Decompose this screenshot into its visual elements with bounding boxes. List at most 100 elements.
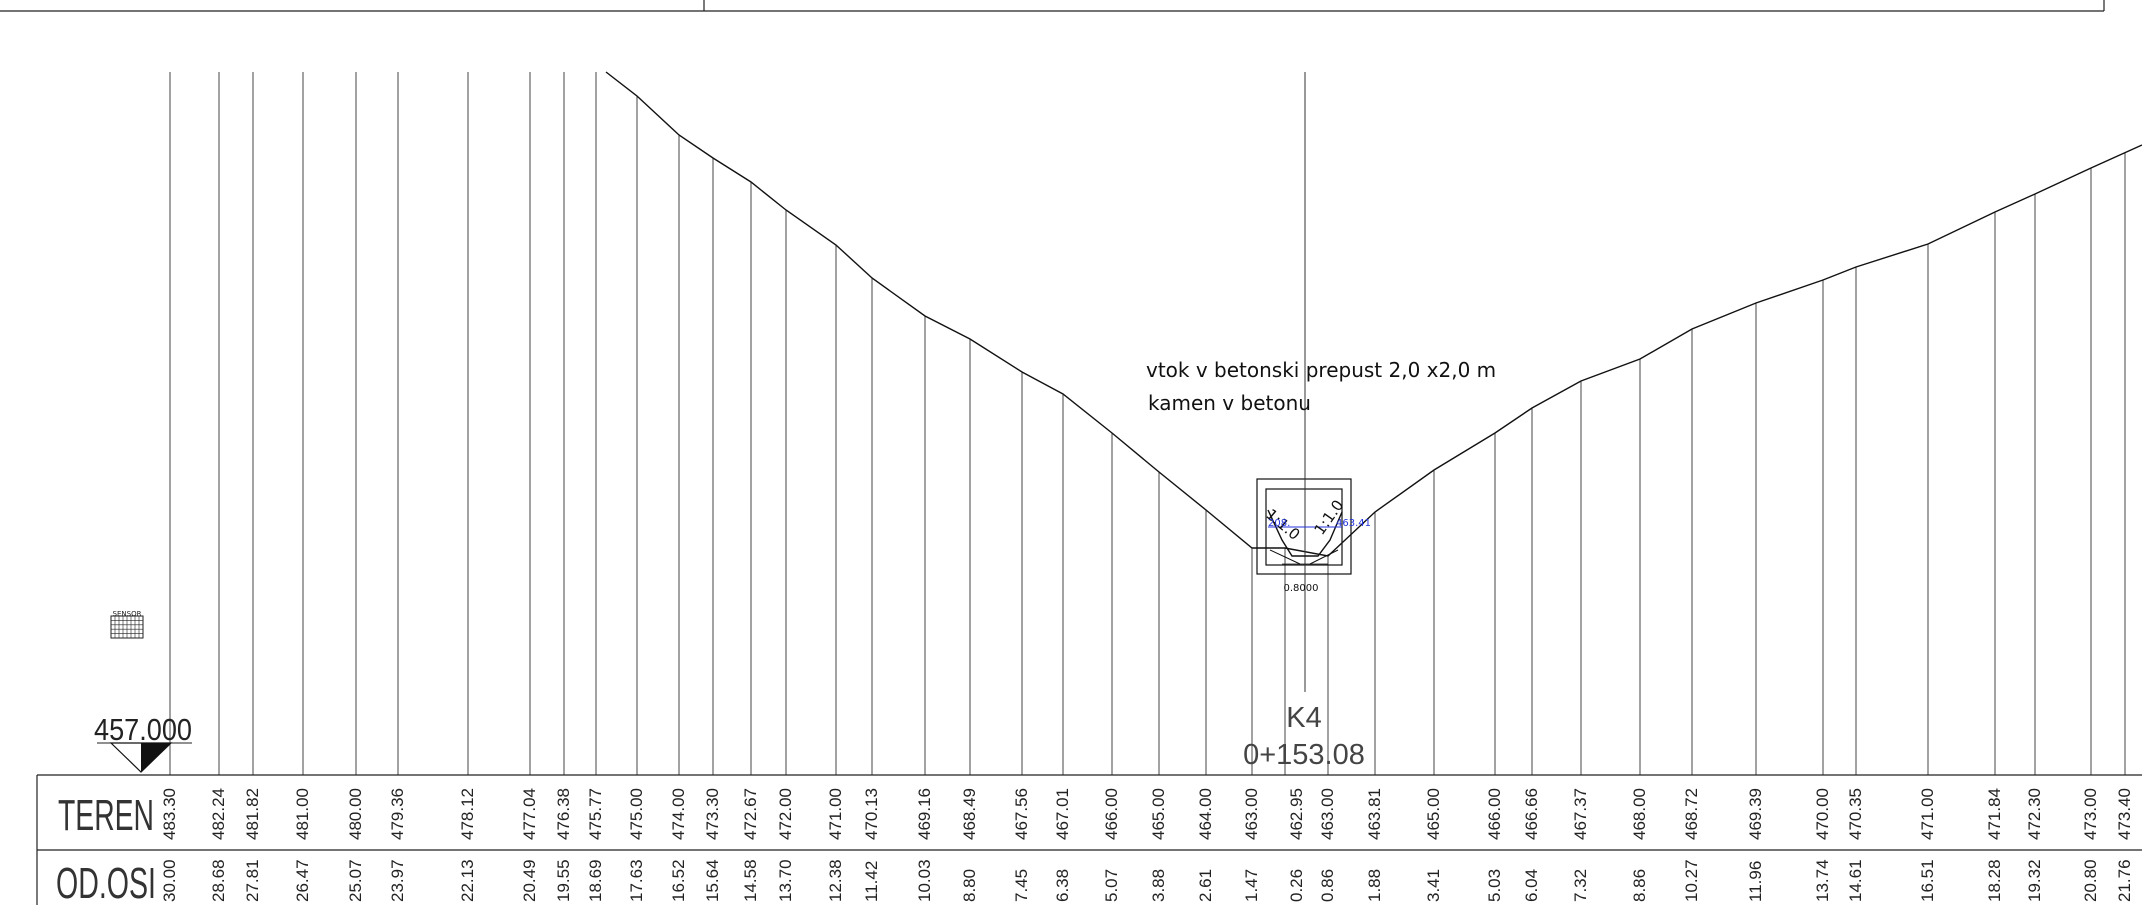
- od-osi-value: 8.86: [1630, 869, 1649, 902]
- sensor-symbol: SENSOR: [110, 610, 144, 639]
- teren-value: 467.37: [1571, 788, 1590, 840]
- od-osi-value: 12.38: [826, 859, 845, 902]
- od-osi-value: 8.80: [960, 869, 979, 902]
- od-osi-value: 21.76: [2115, 859, 2134, 902]
- teren-value: 469.16: [915, 788, 934, 840]
- table-row-label-od-osi: OD.OSI: [56, 859, 156, 905]
- sensor-label: SENSOR: [113, 610, 142, 618]
- od-osi-value: 0.26: [1287, 869, 1306, 902]
- od-osi-value: 11.42: [862, 861, 881, 902]
- teren-value: 467.56: [1012, 788, 1031, 840]
- profile-table: [36, 774, 2142, 905]
- teren-value: 466.00: [1485, 788, 1504, 840]
- teren-value: 476.38: [554, 788, 573, 840]
- od-osi-value: 18.69: [586, 859, 605, 902]
- teren-values: 483.30 482.24 481.82 481.00 480.00 479.36 478.…: [160, 788, 2134, 840]
- teren-value: 482.24: [209, 788, 228, 840]
- od-osi-value: 11.96: [1746, 861, 1765, 902]
- teren-value: 473.00: [2081, 788, 2100, 840]
- pipe-dimension-label: 0.8000: [1284, 583, 1319, 594]
- od-osi-value: 7.45: [1012, 869, 1031, 902]
- od-osi-values: 30.00 28.68 27.81 26.47 25.07 23.97 22.13 20.49…: [160, 859, 2134, 902]
- teren-value: 471.00: [1918, 788, 1937, 840]
- od-osi-value: 5.03: [1485, 869, 1504, 902]
- datum-value: 457.000: [94, 712, 192, 747]
- od-osi-value: 25.07: [346, 859, 365, 902]
- teren-value: 473.30: [703, 788, 722, 840]
- od-osi-value: 14.58: [741, 859, 760, 902]
- culvert-bed-right: [1309, 549, 1339, 565]
- od-osi-value: 2.61: [1196, 869, 1215, 902]
- od-osi-value: 17.63: [627, 859, 646, 902]
- teren-value: 478.12: [458, 788, 477, 840]
- od-osi-value: 3.41: [1424, 869, 1443, 902]
- teren-value: 468.00: [1630, 788, 1649, 840]
- teren-value: 474.00: [669, 788, 688, 840]
- od-osi-value: 19.55: [554, 859, 573, 902]
- od-osi-value: 5.07: [1102, 869, 1121, 902]
- culvert-bed-left: [1269, 549, 1301, 565]
- inflow-annotation-line2: kamen v betonu: [1148, 391, 1311, 415]
- teren-value: 472.30: [2025, 788, 2044, 840]
- culvert-detail: [1256, 72, 1352, 692]
- od-osi-value: 20.80: [2081, 859, 2100, 902]
- teren-value: 465.00: [1424, 788, 1443, 840]
- pipe-level-label-a: 208.: [1268, 518, 1290, 529]
- teren-value: 477.04: [520, 788, 539, 840]
- od-osi-value: 7.32: [1571, 869, 1590, 902]
- od-osi-value: 10.03: [915, 859, 934, 902]
- od-osi-value: 26.47: [293, 859, 312, 902]
- teren-value: 467.01: [1053, 788, 1072, 840]
- od-osi-value: 6.38: [1053, 869, 1072, 902]
- od-osi-value: 16.51: [1918, 859, 1937, 902]
- teren-value: 463.00: [1318, 788, 1337, 840]
- inflow-annotation-line1: vtok v betonski prepust 2,0 x2,0 m: [1146, 358, 1496, 382]
- od-osi-value: 27.81: [243, 859, 262, 902]
- teren-value: 470.13: [862, 788, 881, 840]
- teren-value: 466.00: [1102, 788, 1121, 840]
- od-osi-value: 10.27: [1682, 859, 1701, 902]
- teren-value: 463.00: [1242, 788, 1261, 840]
- od-osi-value: 3.88: [1149, 869, 1168, 902]
- datum-triangle-fill: [141, 743, 171, 772]
- od-osi-value: 23.97: [388, 859, 407, 902]
- od-osi-value: 14.61: [1846, 859, 1865, 902]
- teren-value: 472.67: [741, 788, 760, 840]
- pipe-level-label-b: 463.41: [1336, 518, 1371, 529]
- teren-value: 479.36: [388, 788, 407, 840]
- station-lines: [169, 72, 2126, 775]
- station-chainage: 0+153.08: [1243, 739, 1365, 771]
- teren-value: 466.66: [1522, 788, 1541, 840]
- od-osi-value: 13.74: [1813, 859, 1832, 902]
- teren-value: 468.72: [1682, 788, 1701, 840]
- teren-value: 475.77: [586, 788, 605, 840]
- station-name: K4: [1286, 702, 1321, 734]
- terrain-profile: [605, 71, 2142, 557]
- od-osi-value: 19.32: [2025, 859, 2044, 902]
- od-osi-value: 13.70: [776, 859, 795, 902]
- teren-value: 481.82: [243, 788, 262, 840]
- od-osi-value: 22.13: [458, 859, 477, 902]
- teren-value: 471.84: [1985, 788, 2004, 840]
- od-osi-value: 15.64: [703, 859, 722, 902]
- teren-value: 470.00: [1813, 788, 1832, 840]
- teren-value: 480.00: [346, 788, 365, 840]
- od-osi-value: 18.28: [1985, 859, 2004, 902]
- od-osi-value: 30.00: [160, 859, 179, 902]
- od-osi-value: 28.68: [209, 859, 228, 902]
- teren-value: 463.81: [1365, 788, 1384, 840]
- culvert-outer-frame: [1256, 478, 1352, 575]
- teren-value: 475.00: [627, 788, 646, 840]
- culvert-channel: [1267, 509, 1343, 557]
- od-osi-value: 20.49: [520, 859, 539, 902]
- drawing-frame: [0, 0, 2105, 12]
- teren-value: 465.00: [1149, 788, 1168, 840]
- teren-value: 471.00: [826, 788, 845, 840]
- teren-value: 468.49: [960, 788, 979, 840]
- od-osi-value: 1.88: [1365, 869, 1384, 902]
- teren-value: 462.95: [1287, 788, 1306, 840]
- teren-value: 472.00: [776, 788, 795, 840]
- teren-value: 470.35: [1846, 788, 1865, 840]
- teren-value: 469.39: [1746, 788, 1765, 840]
